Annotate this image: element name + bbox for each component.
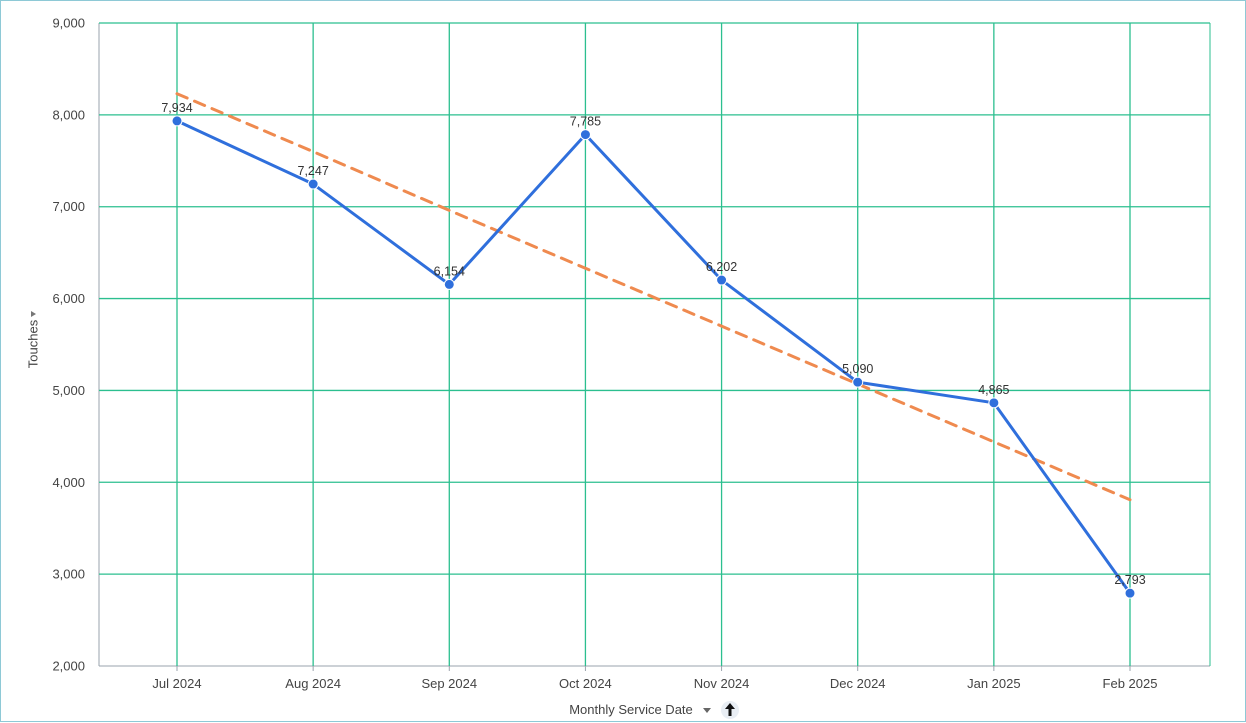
data-label: 7,247	[298, 164, 329, 178]
y-tick-label: 3,000	[52, 567, 85, 582]
y-tick-label: 2,000	[52, 659, 85, 674]
y-axis-title-control[interactable]: Touches	[25, 311, 40, 368]
data-label: 7,785	[570, 115, 601, 129]
data-point	[1124, 587, 1136, 599]
data-label: 7,934	[161, 101, 192, 115]
sort-ascending-button[interactable]	[721, 701, 739, 719]
caret-down-icon	[703, 708, 711, 713]
data-label: 6,202	[706, 260, 737, 274]
data-labels: 7,934 7,247 6,154 7,785 6,202 5,090 4,865 2,793	[161, 101, 1145, 587]
x-tick-label: Jan 2025	[967, 676, 1021, 691]
data-label: 2,793	[1114, 573, 1145, 587]
y-tick-label: 7,000	[52, 199, 85, 214]
grid-lines	[98, 22, 1211, 667]
series-line	[175, 119, 1132, 595]
y-tick-label: 6,000	[52, 291, 85, 306]
x-tick-label: Oct 2024	[559, 676, 612, 691]
x-tick-label: Sep 2024	[421, 676, 477, 691]
y-tick-label: 4,000	[52, 475, 85, 490]
data-point	[443, 278, 455, 290]
y-tick-label: 8,000	[52, 107, 85, 122]
x-tick-label: Dec 2024	[830, 676, 886, 691]
trendline	[175, 92, 1132, 502]
y-tick-label: 5,000	[52, 383, 85, 398]
x-tick-label: Jul 2024	[152, 676, 201, 691]
x-axis-ticks: Jul 2024 Aug 2024 Sep 2024 Oct 2024 Nov 2024…	[152, 666, 1157, 691]
y-tick-label: 9,000	[52, 16, 85, 31]
y-axis-ticks: 2,000 3,000 4,000 5,000 6,000 7,000 8,000 9,000	[52, 16, 85, 674]
x-tick-label: Nov 2024	[694, 676, 750, 691]
x-tick-label: Feb 2025	[1103, 676, 1158, 691]
series-layer	[171, 92, 1136, 599]
data-point	[716, 274, 728, 286]
x-axis-title-control[interactable]: Monthly Service Date	[569, 702, 711, 717]
data-point	[852, 376, 864, 388]
data-point	[579, 129, 591, 141]
data-point	[307, 178, 319, 190]
data-label: 6,154	[434, 264, 465, 278]
caret-down-icon	[31, 311, 36, 317]
y-axis-title: Touches	[25, 319, 40, 368]
data-point	[171, 115, 183, 127]
data-label: 5,090	[842, 362, 873, 376]
x-tick-label: Aug 2024	[285, 676, 341, 691]
data-point	[988, 397, 1000, 409]
arrow-up-icon	[725, 703, 735, 716]
x-axis-title: Monthly Service Date	[569, 702, 693, 717]
data-label: 4,865	[978, 383, 1009, 397]
